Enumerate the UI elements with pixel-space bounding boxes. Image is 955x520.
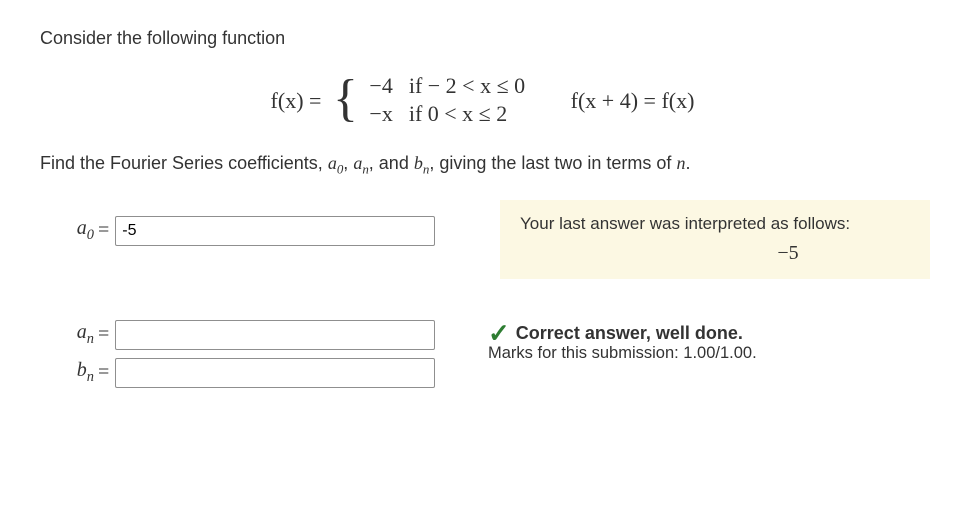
feedback-box: Your last answer was interpreted as foll… — [500, 200, 930, 279]
piece2-condition: if 0 < x ≤ 2 — [405, 101, 537, 129]
marks-text: Marks for this submission: 1.00/1.00. — [488, 344, 757, 363]
piece1-condition: if − 2 < x ≤ 0 — [405, 73, 537, 101]
an-row: an = — [40, 320, 925, 350]
prompt-line-1: Consider the following function — [40, 28, 925, 49]
prompt-line-2: Find the Fourier Series coefficients, a0… — [40, 153, 925, 178]
piecewise-table: −4 if − 2 < x ≤ 0 −x if 0 < x ≤ 2 — [365, 73, 537, 129]
function-definition: f(x) = { −4 if − 2 < x ≤ 0 −x if 0 < x ≤… — [40, 73, 925, 129]
answer-area: Your last answer was interpreted as foll… — [40, 216, 925, 388]
equals-sign: = — [98, 323, 115, 346]
interpreted-value: −5 — [520, 242, 916, 265]
a0-label: a0 — [40, 217, 98, 244]
a0-input[interactable] — [115, 216, 435, 246]
piece1-value: −4 — [365, 73, 404, 101]
an-label: an — [40, 321, 98, 348]
interpreted-text: Your last answer was interpreted as foll… — [520, 214, 916, 234]
piece2-value: −x — [365, 101, 404, 129]
equals-sign: = — [98, 361, 115, 384]
correct-text: Correct answer, well done. — [516, 323, 743, 344]
bn-input[interactable] — [115, 358, 435, 388]
an-input[interactable] — [115, 320, 435, 350]
equals-sign: = — [98, 219, 115, 242]
bn-row: bn = — [40, 358, 925, 388]
brace-icon: { — [333, 73, 358, 125]
fx-lhs: f(x) = — [271, 88, 322, 114]
bn-label: bn — [40, 359, 98, 386]
periodic-condition: f(x + 4) = f(x) — [571, 88, 695, 114]
